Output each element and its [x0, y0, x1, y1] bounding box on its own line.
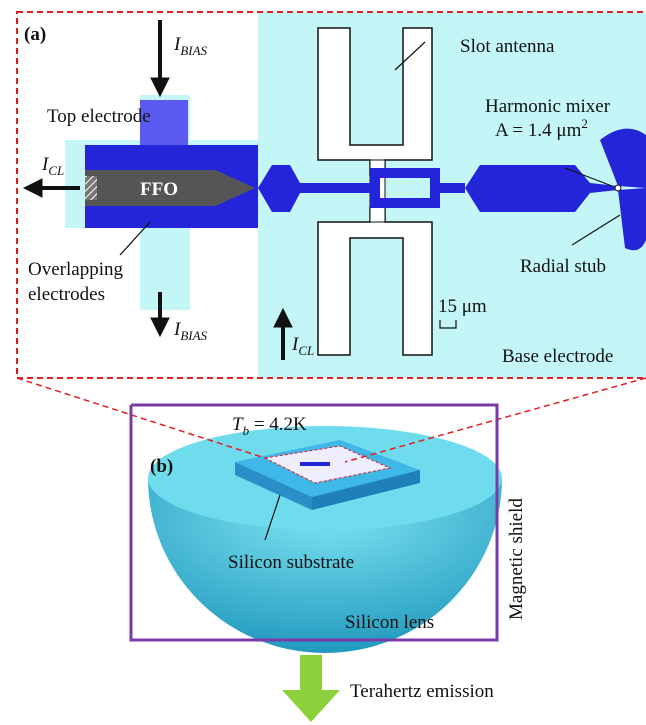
label: Overlapping	[28, 259, 123, 280]
label: Silicon substrate	[228, 552, 354, 573]
label: Top electrode	[47, 106, 151, 127]
label: Terahertz emission	[350, 681, 494, 702]
line	[440, 183, 465, 193]
mixer-junction	[615, 185, 621, 191]
label: Radial stub	[520, 256, 606, 277]
hatch	[85, 176, 97, 200]
current-label: IBIAS	[173, 319, 208, 343]
label: FFO	[140, 179, 178, 200]
chip-line	[300, 462, 330, 466]
label: Harmonic mixer	[485, 96, 611, 117]
label: Tb = 4.2K	[232, 414, 307, 438]
emission-arrow	[282, 655, 340, 722]
panel-label: (b)	[150, 456, 173, 477]
panel-a: (a) IBIAS IBIAS ICL ICL Top electrode FF…	[17, 12, 646, 378]
current-label: ICL	[41, 154, 64, 178]
label: Silicon lens	[345, 612, 434, 633]
label: Magnetic shield	[506, 498, 527, 620]
panel-b: Tb = 4.2K (b) Silicon substrate Silicon …	[17, 378, 646, 722]
label: A = 1.4 μm2	[495, 116, 588, 141]
label: Base electrode	[502, 346, 613, 367]
zoom-line	[17, 378, 265, 458]
panel-label: (a)	[24, 24, 46, 45]
label: electrodes	[28, 284, 105, 305]
label: Slot antenna	[460, 36, 555, 57]
current-label: IBIAS	[173, 34, 208, 58]
label: 15 μm	[438, 296, 487, 317]
figure: (a) IBIAS IBIAS ICL ICL Top electrode FF…	[0, 0, 646, 725]
